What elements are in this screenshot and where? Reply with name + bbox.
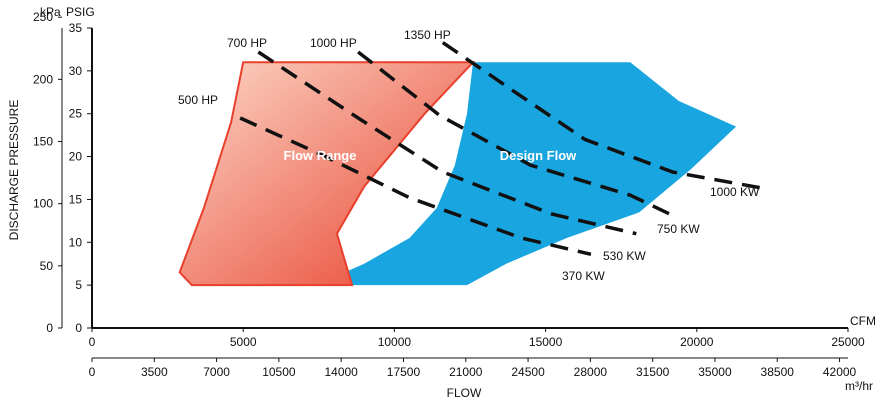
kpa-tick-label: 200: [33, 72, 53, 86]
hp-curve-500-hp: [239, 116, 592, 256]
hp-curve-1000-hp: [357, 50, 671, 216]
m3hr-tick-label: 28000: [574, 365, 608, 379]
m3hr-tick-label: 21000: [449, 365, 483, 379]
m3hr-ticks: 0 3500 7000 10500 14000 17500 21000 24500 28000 3…: [89, 358, 857, 379]
cfm-tick-label: 0: [89, 335, 96, 349]
m3hr-tick-label: 35000: [698, 365, 732, 379]
hp-label-1350: 1350 HP: [404, 28, 451, 42]
operating-regions: [178, 61, 737, 287]
design-flow-region: [315, 62, 737, 286]
m3hr-unit-label: m³/hr: [845, 379, 873, 393]
flow-range-region: [178, 61, 476, 287]
psig-tick-label: 35: [69, 21, 83, 35]
kpa-tick-label: 100: [33, 197, 53, 211]
m3hr-tick-label: 0: [89, 365, 96, 379]
m3hr-tick-label: 24500: [511, 365, 545, 379]
cfm-tick-label: 15000: [529, 335, 563, 349]
flow-range-label: Flow Range: [284, 148, 357, 163]
kpa-unit-label: kPa: [40, 5, 61, 19]
cfm-tick-label: 5000: [230, 335, 257, 349]
kw-label-750: 750 KW: [657, 222, 700, 236]
hp-label-1000: 1000 HP: [310, 36, 357, 50]
kpa-ticks: 0 50 100 150 200 250: [33, 10, 62, 335]
kpa-tick-label: 50: [40, 259, 54, 273]
cfm-tick-label: 20000: [680, 335, 714, 349]
m3hr-tick-label: 31500: [636, 365, 670, 379]
x-axis-title: FLOW: [447, 386, 482, 400]
psig-ticks: 0 5 10 15 20 25 30 35: [69, 21, 92, 335]
m3hr-tick-label: 17500: [387, 365, 421, 379]
cfm-tick-label: 10000: [378, 335, 412, 349]
hp-curve-1350-hp: [441, 41, 764, 191]
hp-label-500: 500 HP: [178, 93, 218, 107]
kpa-tick-label: 0: [46, 321, 53, 335]
cfm-tick-label: 25000: [831, 335, 865, 349]
kw-label-370: 370 KW: [562, 269, 605, 283]
m3hr-tick-label: 42000: [823, 365, 857, 379]
cfm-ticks: 0 5000 10000 15000 20000 25000: [89, 328, 865, 349]
m3hr-tick-label: 10500: [262, 365, 296, 379]
hp-curves: [239, 41, 764, 256]
kw-label-1000: 1000 KW: [710, 185, 760, 199]
m3hr-tick-label: 38500: [761, 365, 795, 379]
psig-tick-label: 0: [75, 321, 82, 335]
kpa-tick-label: 150: [33, 135, 53, 149]
psig-tick-label: 20: [69, 150, 83, 164]
design-flow-label: Design Flow: [500, 148, 577, 163]
m3hr-tick-label: 14000: [324, 365, 358, 379]
kpa-tick-label: 250: [33, 10, 53, 24]
hp-curve-700-hp: [257, 50, 637, 236]
kw-label-530: 530 KW: [603, 249, 646, 263]
psig-unit-label: PSIG: [66, 5, 95, 19]
cfm-unit-label: CFM: [850, 314, 875, 328]
m3hr-tick-label: 7000: [203, 365, 230, 379]
y-axis-title: DISCHARGE PRESSURE: [7, 100, 21, 241]
hp-label-700: 700 HP: [227, 36, 267, 50]
psig-tick-label: 15: [69, 192, 83, 206]
psig-tick-label: 30: [69, 64, 83, 78]
psig-tick-label: 5: [75, 278, 82, 292]
psig-tick-label: 10: [69, 235, 83, 249]
m3hr-tick-label: 3500: [141, 365, 168, 379]
psig-tick-label: 25: [69, 107, 83, 121]
